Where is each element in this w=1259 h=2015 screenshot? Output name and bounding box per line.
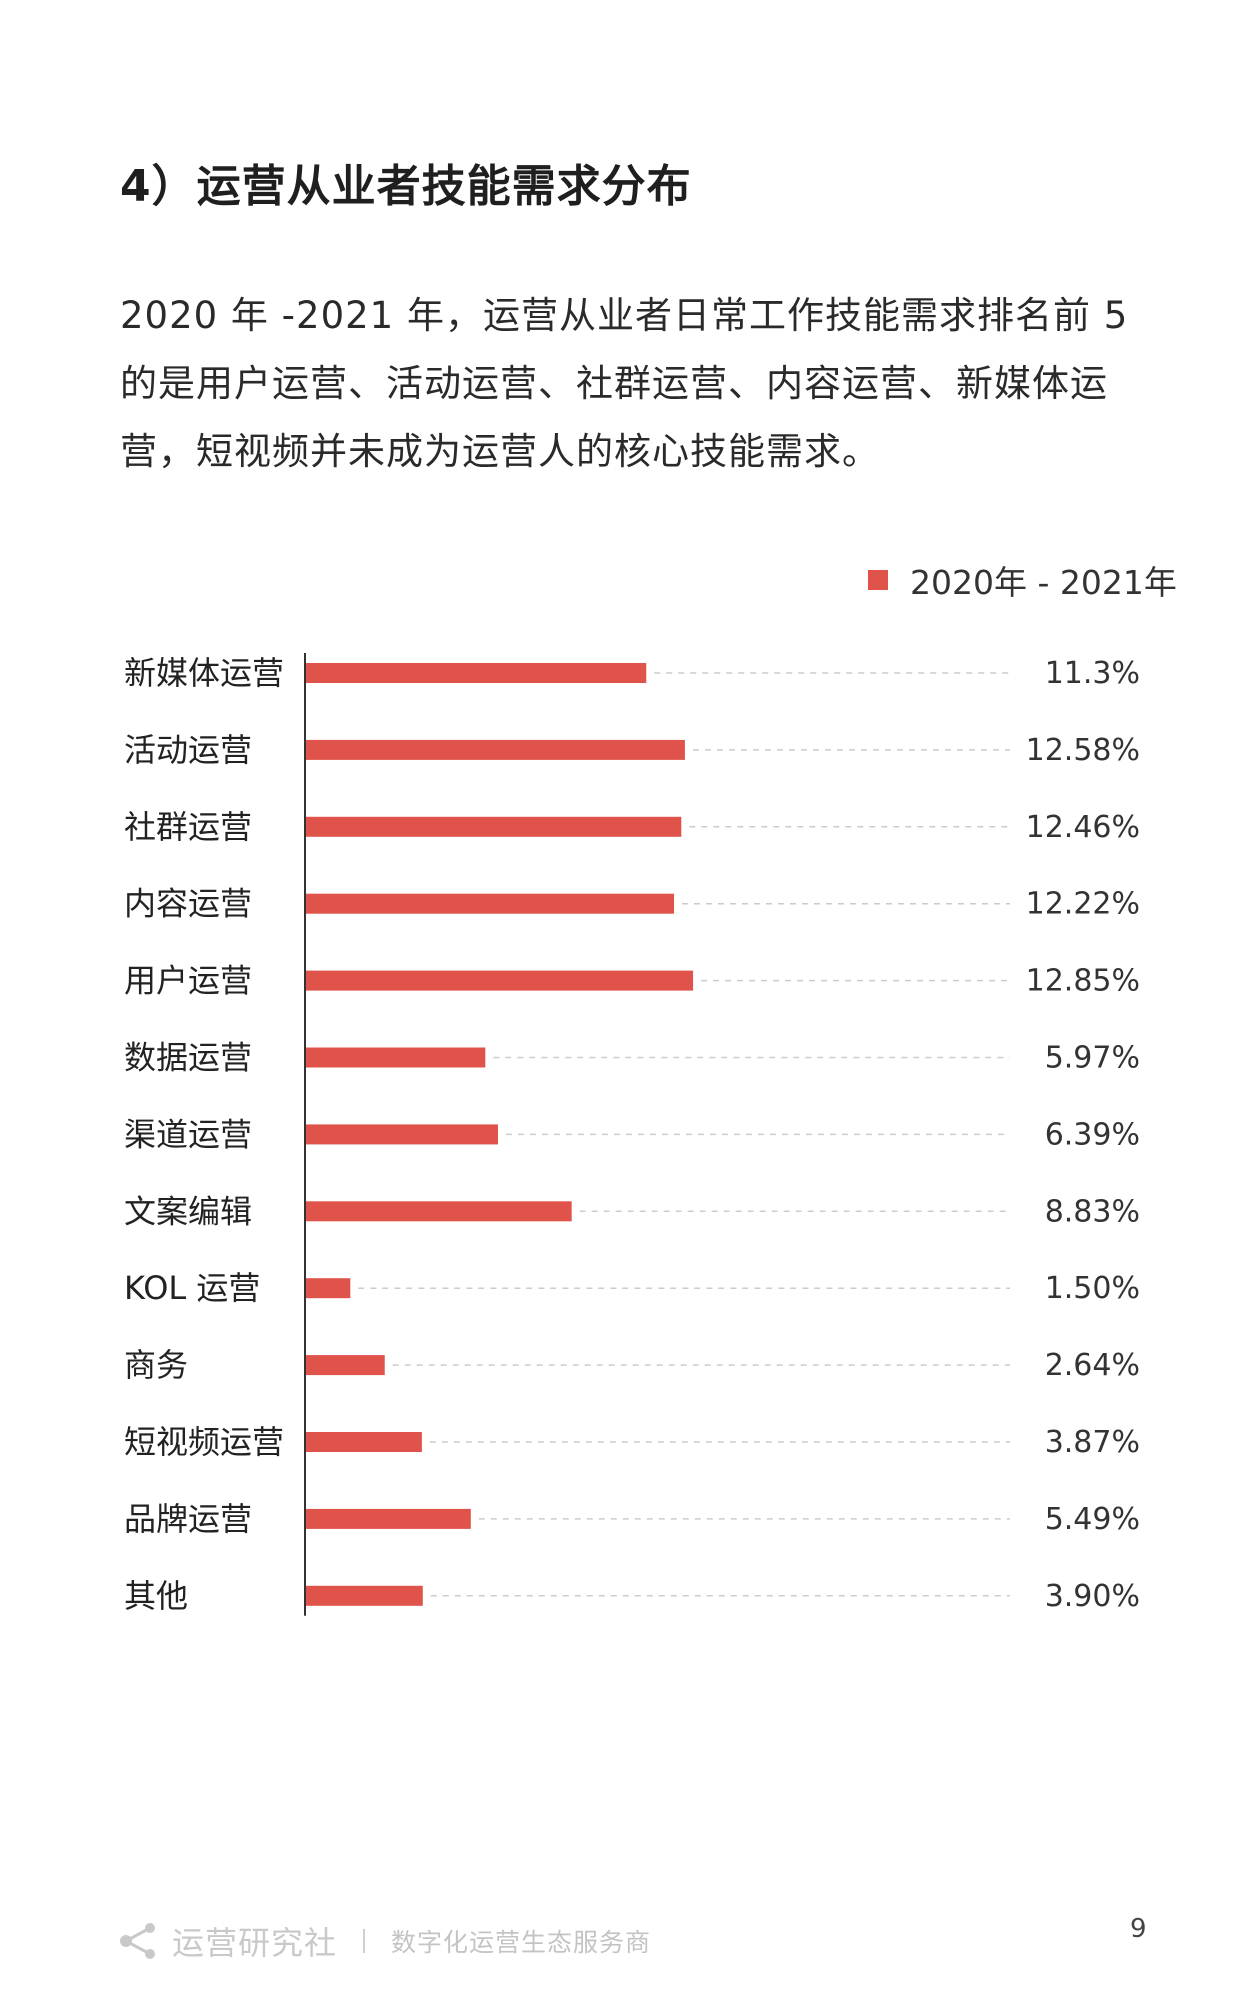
- bar: [305, 1508, 471, 1529]
- footer-logo: 运营研究社 数字化运营生态服务商: [118, 1918, 651, 1964]
- value-label: 1.50%: [1045, 1271, 1140, 1306]
- bar: [305, 1047, 486, 1068]
- value-label: 3.87%: [1045, 1425, 1140, 1460]
- category-label: 其他: [124, 1577, 188, 1615]
- legend-swatch: [868, 570, 888, 590]
- footer-brand: 运营研究社: [172, 1924, 338, 1962]
- category-label: 内容运营: [124, 885, 252, 923]
- category-label: 文案编辑: [124, 1192, 252, 1230]
- value-label: 3.90%: [1045, 1579, 1140, 1614]
- value-label: 5.49%: [1045, 1502, 1140, 1537]
- chart-legend: 2020年 - 2021年: [868, 556, 1177, 604]
- value-label: 12.58%: [1026, 733, 1140, 768]
- category-label: 社群运营: [124, 808, 252, 846]
- value-label: 5.97%: [1045, 1041, 1140, 1076]
- footer-divider: [363, 1929, 366, 1953]
- category-label: 渠道运营: [124, 1115, 252, 1153]
- bar: [305, 739, 685, 760]
- legend-label: 2020年 - 2021年: [910, 563, 1177, 602]
- category-label: 用户运营: [124, 962, 252, 1000]
- category-label: 短视频运营: [124, 1423, 284, 1461]
- value-label: 8.83%: [1045, 1194, 1140, 1229]
- bar: [305, 816, 682, 837]
- section-heading: 4）运营从业者技能需求分布: [120, 161, 692, 212]
- footer-tagline: 数字化运营生态服务商: [391, 1928, 652, 1957]
- category-label: 品牌运营: [124, 1500, 252, 1538]
- bar: [305, 1432, 422, 1452]
- page-number: 9: [1130, 1914, 1147, 1944]
- category-label: 商务: [124, 1346, 188, 1384]
- share-nodes-icon: [120, 1923, 155, 1959]
- bar: [305, 1124, 498, 1145]
- bar: [305, 970, 694, 991]
- bar: [305, 1585, 423, 1606]
- value-label: 12.85%: [1026, 964, 1140, 999]
- value-label: 12.46%: [1026, 810, 1140, 845]
- category-label: 活动运营: [124, 731, 252, 769]
- bar: [305, 663, 647, 683]
- bar: [305, 1201, 572, 1222]
- value-label: 6.39%: [1045, 1117, 1140, 1152]
- bar: [305, 1355, 385, 1376]
- intro-paragraph: 2020 年 -2021 年，运营从业者日常工作技能需求排名前 5 的是用户运营…: [120, 294, 1129, 473]
- category-label: 新媒体运营: [124, 654, 284, 692]
- category-label: 数据运营: [124, 1039, 252, 1077]
- bar: [305, 893, 675, 914]
- bar: [305, 1278, 351, 1299]
- value-label: 12.22%: [1026, 887, 1140, 922]
- value-label: 11.3%: [1045, 656, 1140, 691]
- value-label: 2.64%: [1045, 1348, 1140, 1383]
- category-label: KOL 运营: [124, 1269, 260, 1307]
